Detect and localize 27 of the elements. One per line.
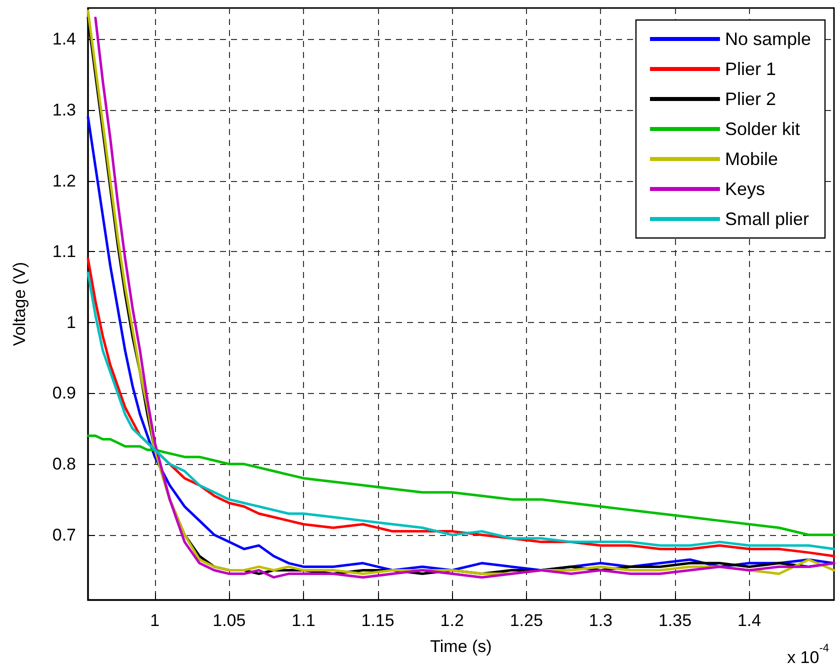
y-tick-label: 1.3 [52, 100, 76, 120]
legend-label: Mobile [724, 149, 778, 169]
x-tick-label: 1.25 [510, 611, 543, 630]
line-series [86, 434, 836, 536]
y-tick-label: 1.2 [52, 171, 76, 190]
legend-label: Plier 1 [724, 59, 776, 79]
legend-label: Solder kit [724, 119, 800, 139]
x-tick-label: 1 [150, 611, 160, 630]
legend-label: Small plier [724, 209, 809, 229]
y-tick-label: 0.9 [52, 384, 76, 403]
y-axis-title: Voltage (V) [10, 262, 29, 346]
legend-label: No sample [724, 29, 812, 49]
x-axis-title: Time (s) [430, 637, 492, 656]
x-tick-label: 1.4 [737, 611, 762, 630]
legend-label: Plier 2 [724, 89, 776, 109]
x-tick-label: 1.05 [212, 611, 246, 630]
y-tick-label: 0.8 [52, 454, 76, 474]
legend-label: Keys [724, 179, 765, 199]
y-tick-label: 1 [66, 312, 76, 332]
x-tick-label: 1.1 [292, 611, 316, 630]
y-tick-label: 1.4 [52, 30, 76, 49]
x-tick-label: 1.15 [361, 611, 394, 630]
y-tick-label: 0.7 [52, 525, 76, 544]
x-tick-label: 1.2 [440, 611, 464, 630]
x-tick-label: 1.35 [658, 611, 692, 630]
y-tick-label: 1.1 [52, 242, 76, 262]
x-tick-label: 1.3 [588, 611, 613, 630]
